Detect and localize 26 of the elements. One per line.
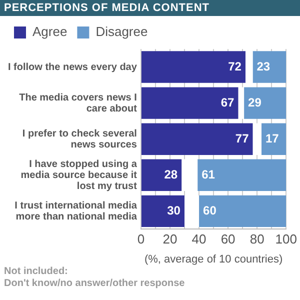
text: Not included: Don't know/no answer/other response bbox=[3, 266, 186, 290]
y-tick-label: I follow the news every day bbox=[8, 62, 138, 73]
y-tick-label: The media covers news I care about bbox=[19, 92, 138, 114]
y-tick-label: I have stopped using a media source because it lost my trust bbox=[20, 158, 138, 192]
x-tick-label: 100 bbox=[275, 232, 298, 247]
x-tick-label: 80 bbox=[250, 232, 264, 247]
y-tick-label: I trust international media more than national media bbox=[14, 200, 138, 222]
x-tick-label: 0 bbox=[137, 232, 145, 247]
data-label: 61 bbox=[202, 167, 216, 182]
data-label: 67 bbox=[220, 95, 235, 110]
data-label: 30 bbox=[167, 203, 181, 218]
data-label: 72 bbox=[228, 59, 242, 74]
data-label: 77 bbox=[235, 131, 250, 146]
data-label: 60 bbox=[203, 203, 217, 218]
x-tick-label: 60 bbox=[220, 232, 236, 247]
data-label: 28 bbox=[164, 167, 178, 182]
data-label: 17 bbox=[265, 131, 280, 146]
data-label: 23 bbox=[256, 59, 270, 74]
x-tick-label: 40 bbox=[192, 232, 206, 247]
chart-title: PERCEPTIONS OF MEDIA CONTENT bbox=[0, 0, 300, 16]
x-axis-title: (%, average of 10 countries) bbox=[144, 253, 283, 266]
data-label: 29 bbox=[248, 95, 262, 110]
y-tick-label: I prefer to check several news sources bbox=[22, 128, 138, 150]
x-tick-label: 20 bbox=[162, 232, 178, 247]
legend-label: Agree bbox=[32, 24, 68, 40]
legend-label: Disagree bbox=[96, 24, 148, 40]
